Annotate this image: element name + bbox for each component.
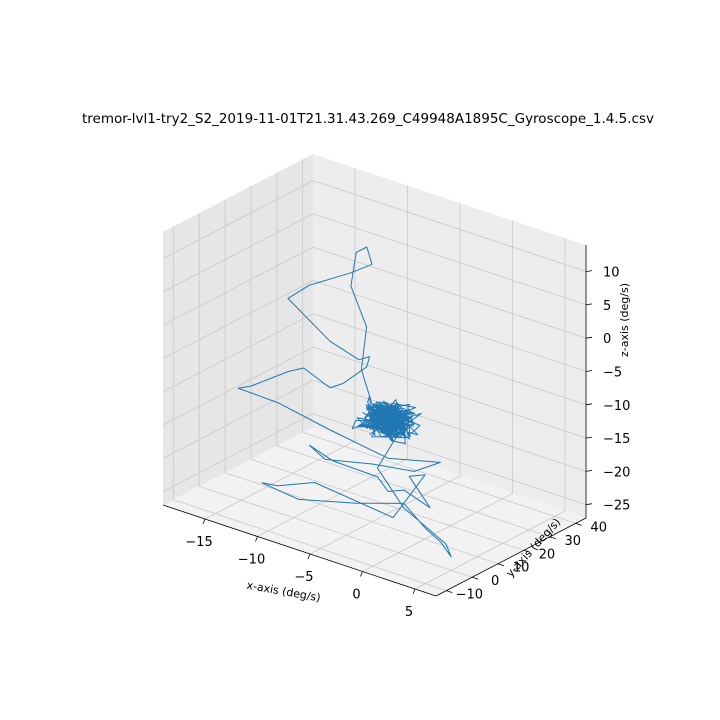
x-grid-floor-1 (257, 458, 408, 537)
y-grid-floor-0 (173, 499, 447, 591)
y-tick-mark-1 (472, 576, 479, 580)
z-grid-left-3 (162, 313, 314, 393)
z-tick-mark-6 (585, 303, 593, 306)
z-grid-left-0 (162, 413, 314, 493)
x-grid-floor-2 (309, 475, 461, 555)
x-tick-mark-2 (307, 553, 311, 560)
tremor-cluster-line (351, 395, 422, 444)
x-tick-label-0: −15 (185, 535, 212, 550)
x-grid-floor-0 (204, 440, 356, 520)
y-tick-label-2: 10 (513, 561, 530, 576)
z-grid-back-1 (312, 380, 587, 472)
z-tick-label-2: −15 (603, 432, 630, 447)
y-tick-label-4: 30 (565, 534, 582, 549)
y-axis-line (435, 517, 587, 597)
x-tick-mark-4 (412, 588, 416, 595)
z-grid-left-6 (162, 213, 314, 293)
x-tick-label-3: 0 (352, 588, 360, 603)
z-grid-back-2 (312, 346, 587, 439)
y-tick-label-1: 0 (491, 574, 499, 589)
z-grid-back-6 (312, 213, 587, 306)
y-tick-label-5: 40 (590, 520, 607, 535)
y-tick-mark-5 (575, 523, 582, 526)
z-tick-label-5: 0 (603, 332, 611, 347)
axes-panes (163, 154, 586, 596)
x-tick-mark-3 (360, 571, 363, 577)
x-tick-label-2: −5 (294, 570, 313, 585)
z-grid-back-5 (312, 246, 587, 339)
z-tick-label-0: −25 (603, 499, 630, 514)
grid-lines (162, 159, 587, 591)
z-axis-label: z-axis (deg/s) (618, 283, 631, 357)
z-grid-back-3 (312, 313, 587, 406)
y-tick-mark-3 (523, 549, 531, 553)
z-grid-left-7 (162, 180, 314, 259)
x-axis-line (162, 504, 437, 597)
series-line-0 (237, 246, 452, 558)
z-tick-label-7: 10 (603, 266, 620, 281)
y-grid-floor-3 (250, 458, 525, 551)
plot-area (237, 246, 452, 558)
y-tick-mark-2 (497, 563, 505, 567)
y-tick-label-3: 20 (539, 547, 556, 562)
z-grid-back-4 (312, 280, 587, 372)
x-grid-floor-3 (362, 493, 513, 572)
z-grid-left-2 (162, 346, 314, 426)
z-tick-mark-2 (585, 436, 593, 439)
z-tick-mark-7 (585, 270, 593, 272)
y-tick-mark-0 (446, 590, 453, 593)
z-grid-back-7 (312, 180, 587, 272)
z-grid-left-4 (162, 280, 314, 359)
axis-lines (162, 245, 587, 597)
z-grid-left-1 (162, 380, 314, 459)
tick-labels: −15 −10 −5 0 5 −10 0 10 20 30 40 −25 −20 −15 −10 −5 0 5 10 (185, 266, 630, 620)
z-tick-label-6: 5 (603, 299, 611, 314)
z-tick-label-3: −10 (603, 399, 630, 414)
floor-pane (163, 427, 586, 596)
x-tick-label-1: −10 (238, 553, 265, 568)
left-pane (163, 154, 313, 505)
z-grid-back-0 (312, 413, 587, 506)
y-grid-floor-2 (224, 472, 499, 565)
z-tick-mark-5 (585, 336, 593, 339)
y-grid-floor-5 (302, 432, 576, 524)
z-tick-label-4: −5 (603, 366, 622, 381)
x-tick-label-4: 5 (405, 605, 413, 620)
x-tick-mark-0 (202, 518, 206, 525)
y-grid-floor-1 (199, 485, 473, 578)
x-grid-floor-4 (414, 510, 566, 590)
z-grid-left-5 (162, 246, 314, 326)
y-tick-label-0: −10 (456, 588, 483, 603)
z-tick-mark-4 (585, 370, 593, 372)
z-tick-label-1: −20 (603, 465, 630, 480)
y-tick-mark-4 (549, 536, 556, 540)
z-tick-mark-0 (585, 503, 593, 506)
x-tick-mark-1 (255, 536, 258, 542)
z-tick-mark-1 (585, 470, 593, 472)
chart-title: tremor-lvl1-try2_S2_2019-11-01T21.31.43.… (82, 111, 654, 127)
z-tick-mark-3 (585, 403, 593, 406)
